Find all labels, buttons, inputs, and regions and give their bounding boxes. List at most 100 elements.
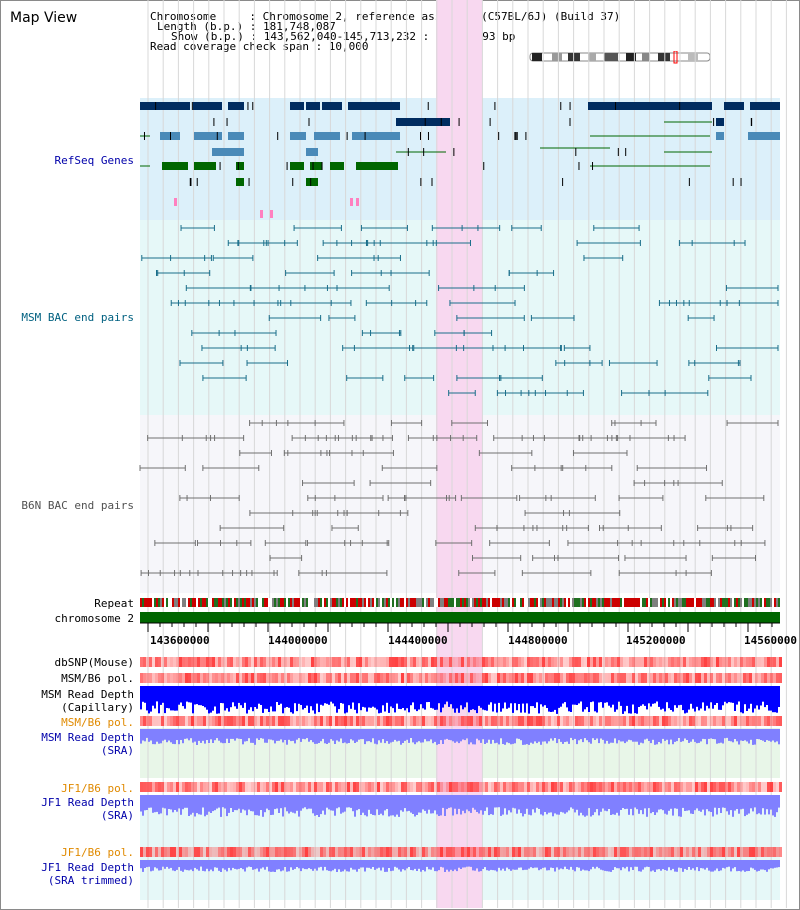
dbsnp-cell [251, 657, 254, 667]
dbsnp-cell [323, 657, 326, 667]
repeat-block [662, 598, 664, 607]
dbsnp-cell [548, 657, 551, 667]
msm-depth-capillary-bar [174, 686, 176, 711]
axis-tick-label: 143600000 [150, 634, 210, 647]
track-label-b6n-bac[interactable]: B6N BAC end pairs [21, 499, 134, 512]
jf1-trimmed-bar [722, 860, 724, 868]
jf1-trimmed-bar [740, 860, 742, 872]
repeat-block [298, 598, 300, 607]
msm-depth-sra-bar [712, 729, 714, 739]
repeat-block [446, 598, 448, 607]
track-label-chromosome[interactable]: chromosome 2 [54, 612, 134, 625]
msm-pol-sra-cell [572, 716, 575, 726]
msm-depth-sra-bar [588, 729, 590, 743]
msm-depth-capillary-bar [258, 686, 260, 704]
repeat-block [326, 598, 328, 607]
dbsnp-cell [257, 657, 260, 667]
repeat-block [178, 598, 180, 607]
jf1-depth-bar [676, 795, 678, 809]
track-label-msm-b6-pol[interactable]: MSM/B6 pol. [61, 672, 134, 685]
track-label-jf1-pol-2[interactable]: JF1/B6 pol. [61, 846, 134, 859]
msm-pol-sra-cell [314, 716, 317, 726]
track-label-jf1-pol[interactable]: JF1/B6 pol. [61, 782, 134, 795]
msm-depth-capillary-bar [402, 686, 404, 708]
msm-depth-sra-bar [672, 729, 674, 745]
jf1-pol-cell [242, 782, 245, 792]
jf1-pol-cell [746, 782, 749, 792]
repeat-block [212, 598, 214, 607]
msm-depth-sra-bar [450, 729, 452, 741]
msm-pol-sra-cell [647, 716, 650, 726]
msm-depth-sra-bar [390, 729, 392, 743]
msm-pol-sra-cell [515, 716, 518, 726]
jf1-pol-cell [464, 782, 467, 792]
jf1-depth-bar [508, 795, 510, 811]
dbsnp-cell [233, 657, 236, 667]
track-label-msm-depth-capillary[interactable]: MSM Read Depth [41, 688, 134, 701]
jf1-pol-2-cell [680, 847, 683, 857]
msm-depth-capillary-bar [754, 686, 756, 709]
track-label-repeat[interactable]: Repeat [94, 597, 134, 610]
jf1-trimmed-bar [414, 860, 416, 869]
jf1-depth-bar [642, 795, 644, 815]
jf1-pol-2-cell [377, 847, 380, 857]
msm-depth-sra-bar [744, 729, 746, 741]
jf1-trimmed-bar [206, 860, 208, 869]
repeat-block [680, 598, 682, 607]
msm-depth-sra-bar [274, 729, 276, 744]
repeat-block [534, 598, 536, 607]
msm-pol-sra-cell [248, 716, 251, 726]
track-label-msm-bac[interactable]: MSM BAC end pairs [21, 311, 134, 324]
msm-pol-cell [449, 673, 452, 683]
msm-depth-sra-bar [742, 729, 744, 741]
msm-pol-sra-cell [338, 716, 341, 726]
gene-feature [588, 102, 712, 110]
track-label-msm-b6-pol-sra[interactable]: MSM/B6 pol. [61, 716, 134, 729]
dbsnp-cell [368, 657, 371, 667]
track-label-msm-depth-sra[interactable]: MSM Read Depth [41, 731, 134, 744]
track-label-refseq[interactable]: RefSeq Genes [54, 154, 134, 167]
dbsnp-cell [605, 657, 608, 667]
msm-pol-sra-cell [404, 716, 407, 726]
jf1-pol-2-cell [428, 847, 431, 857]
msm-depth-capillary-bar [410, 686, 412, 706]
msm-depth-sra-bar [148, 729, 150, 742]
msm-depth-sra-bar [572, 729, 574, 741]
jf1-trimmed-bar [314, 860, 316, 869]
jf1-trimmed-bar [574, 860, 576, 872]
jf1-depth-bar [264, 795, 266, 813]
jf1-pol-2-cell [617, 847, 620, 857]
jf1-pol-2-cell [485, 847, 488, 857]
msm-depth-sra-bar [740, 729, 742, 741]
jf1-trimmed-bar [194, 860, 196, 868]
msm-pol-cell [305, 673, 308, 683]
msm-depth-sra-bar [160, 729, 162, 744]
selection-highlight[interactable] [436, 0, 482, 908]
msm-pol-cell [689, 673, 692, 683]
msm-pol-sra-cell [584, 716, 587, 726]
msm-depth-sra-bar [298, 729, 300, 739]
jf1-depth-bar [734, 795, 736, 811]
repeat-block [444, 598, 446, 607]
msm-depth-capillary-bar [304, 686, 306, 708]
jf1-trimmed-bar [164, 860, 166, 869]
gene-feature [748, 132, 780, 140]
repeat-block [220, 598, 222, 607]
msm-depth-sra-bar [516, 729, 518, 739]
track-label-jf1-depth[interactable]: JF1 Read Depth [41, 796, 134, 809]
jf1-depth-bar [194, 795, 196, 817]
jf1-pol-cell [440, 782, 443, 792]
dbsnp-cell [344, 657, 347, 667]
jf1-pol-2-cell [200, 847, 203, 857]
msm-depth-capillary-bar [534, 686, 536, 708]
jf1-trimmed-bar [382, 860, 384, 868]
track-label-jf1-trimmed[interactable]: JF1 Read Depth [41, 861, 134, 874]
dbsnp-cell [227, 657, 230, 667]
msm-depth-capillary-bar [702, 686, 704, 703]
msm-depth-capillary-bar [730, 686, 732, 703]
msm-depth-capillary-bar [254, 686, 256, 707]
jf1-trimmed-bar [706, 860, 708, 868]
msm-depth-capillary-bar [716, 686, 718, 703]
track-label-dbsnp[interactable]: dbSNP(Mouse) [54, 656, 134, 669]
jf1-depth-bar [474, 795, 476, 810]
